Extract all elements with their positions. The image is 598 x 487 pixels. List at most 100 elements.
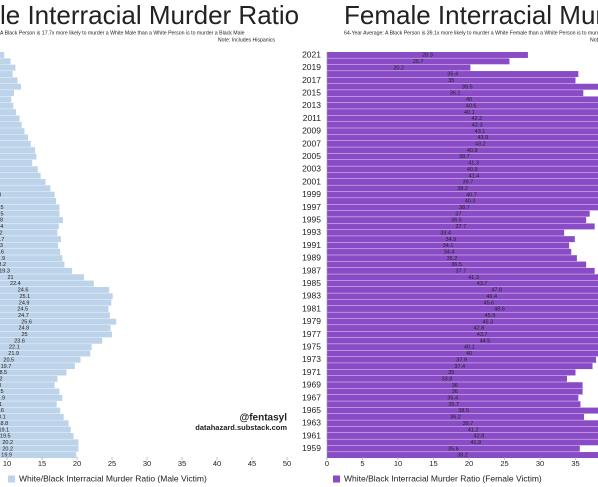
bar xyxy=(0,223,59,230)
bar xyxy=(327,147,598,154)
bar xyxy=(0,350,91,357)
value-label: 39.5 xyxy=(462,84,473,90)
value-label: 25 xyxy=(21,332,27,338)
bar xyxy=(327,388,583,395)
value-label: 18.2 xyxy=(0,262,6,268)
bar xyxy=(0,388,60,395)
bar xyxy=(327,210,590,217)
value-label: 41.2 xyxy=(468,427,479,433)
bar xyxy=(327,52,528,58)
annotation: datahazard.substack.com xyxy=(195,423,287,432)
value-label: 38.5 xyxy=(458,408,469,414)
bar xyxy=(0,248,61,255)
y-tick-label: 2013 xyxy=(302,100,321,110)
y-tick-label: 1969 xyxy=(302,380,321,390)
value-label: 23.6 xyxy=(14,338,25,344)
bar xyxy=(327,413,585,420)
value-label: 45.9 xyxy=(485,313,496,319)
x-tick-label: 15 xyxy=(38,459,46,468)
bar xyxy=(327,293,598,300)
bar xyxy=(0,229,58,236)
bar xyxy=(327,318,598,325)
x-tick-label: 10 xyxy=(394,459,402,468)
value-label: 37.4 xyxy=(454,364,465,370)
bar xyxy=(327,331,598,338)
y-tick-label: 2017 xyxy=(302,75,321,85)
value-label: 19.1 xyxy=(0,427,9,433)
value-label: 19.3 xyxy=(0,269,10,275)
y-tick-label: 2005 xyxy=(302,151,321,161)
y-tick-label: 1995 xyxy=(302,215,321,225)
value-label: 38.2 xyxy=(457,453,468,459)
value-label: 35 xyxy=(448,78,454,84)
value-label: 19.9 xyxy=(1,453,12,459)
bar xyxy=(327,217,587,224)
value-label: 43.9 xyxy=(477,135,488,141)
y-tick-label: 2021 xyxy=(302,49,321,59)
value-label: 44.5 xyxy=(480,338,491,344)
bar xyxy=(0,153,37,160)
x-tick-label: 40 xyxy=(213,459,221,468)
bar xyxy=(327,445,580,452)
bar xyxy=(327,337,598,344)
bar xyxy=(0,318,117,325)
bar xyxy=(0,179,46,185)
bar xyxy=(0,267,73,274)
bar xyxy=(327,121,598,128)
note: Note: xyxy=(590,37,598,43)
bar xyxy=(0,242,59,249)
value-label: 17.5 xyxy=(0,205,4,211)
y-tick-label: 1967 xyxy=(302,392,321,402)
chart-title: Female Interracial Murder xyxy=(344,0,598,30)
bar xyxy=(327,344,598,351)
value-label: 35.7 xyxy=(448,402,459,408)
bar xyxy=(0,274,84,281)
bar xyxy=(327,394,579,401)
bar xyxy=(327,96,598,103)
bar xyxy=(0,356,81,363)
y-tick-label: 1981 xyxy=(302,303,321,313)
y-tick-label: 1991 xyxy=(302,240,321,250)
value-label: 25.6 xyxy=(21,319,32,325)
bar xyxy=(0,394,63,401)
y-tick-label: 2007 xyxy=(302,138,321,148)
annotation: @fentasyl xyxy=(239,413,287,424)
y-tick-label: 1961 xyxy=(302,430,321,440)
bar xyxy=(327,280,598,287)
bar xyxy=(0,121,22,128)
value-label: 17.2 xyxy=(0,376,3,382)
value-label: 24.9 xyxy=(19,300,30,306)
value-label: 20.5 xyxy=(3,357,14,363)
bar xyxy=(0,204,60,211)
bar xyxy=(327,71,579,77)
y-tick-label: 1973 xyxy=(302,354,321,364)
bar xyxy=(0,312,110,319)
value-label: 21.9 xyxy=(8,351,19,357)
value-label: 36.1 xyxy=(450,91,461,97)
chart-title: le Interracial Murder Ratio xyxy=(0,0,299,30)
value-label: 39.7 xyxy=(463,421,474,427)
value-label: 18.1 xyxy=(0,415,6,421)
value-label: 35.4 xyxy=(447,72,458,78)
bar xyxy=(0,52,5,58)
value-label: 34.9 xyxy=(446,237,457,243)
bar xyxy=(327,229,565,236)
value-label: 41.9 xyxy=(470,440,481,446)
value-label: 36.2 xyxy=(450,415,461,421)
value-label: 17.2 xyxy=(0,230,3,236)
y-tick-label: 2019 xyxy=(302,62,321,72)
value-label: 38.2 xyxy=(457,186,468,192)
bar xyxy=(327,261,587,268)
value-label: 37.9 xyxy=(456,357,467,363)
bar xyxy=(0,147,35,154)
value-label: 17.3 xyxy=(0,243,3,249)
y-tick-label: 1979 xyxy=(302,316,321,326)
bar xyxy=(0,166,38,173)
bar xyxy=(0,159,33,166)
bar xyxy=(0,433,74,439)
y-tick-label: 1997 xyxy=(302,202,321,212)
y-tick-label: 2009 xyxy=(302,126,321,136)
value-label: 22.4 xyxy=(10,281,21,287)
subtitle: 64-Year Average: A Black Person is 39.1x… xyxy=(344,30,598,36)
bar xyxy=(0,344,92,351)
